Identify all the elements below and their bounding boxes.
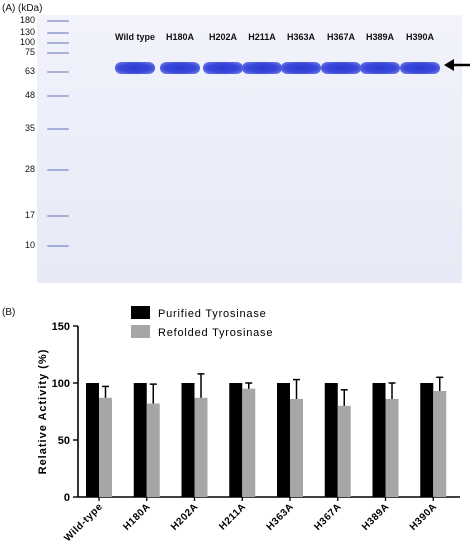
- y-tick-label: 0: [64, 492, 70, 504]
- bar-purified: [324, 383, 338, 497]
- lane-label: H389A: [365, 32, 395, 42]
- marker-band: [47, 95, 69, 97]
- lane-label: Wild type: [115, 32, 155, 42]
- bar-purified: [277, 383, 290, 497]
- kda-unit-label: (kDa): [18, 3, 43, 14]
- marker-band: [47, 169, 69, 171]
- bar-purified: [133, 383, 147, 497]
- marker-label-10: 10: [24, 240, 35, 250]
- x-tick-label: Wild-type: [62, 501, 105, 544]
- x-tick-label: H389A: [360, 501, 392, 533]
- panel-b-label: (B): [2, 307, 16, 318]
- protein-band: [400, 62, 440, 74]
- bar-refolded: [146, 403, 160, 497]
- marker-band: [47, 20, 69, 22]
- gel-image: Wild type H180A H202A H211A H363A H367A H389A H…: [37, 15, 462, 283]
- marker-band: [47, 71, 69, 73]
- bar-refolded: [385, 398, 399, 497]
- marker-band: [47, 52, 69, 54]
- x-tick-label: H211A: [217, 501, 248, 532]
- lane-label: H390A: [405, 32, 435, 42]
- marker-band: [47, 128, 69, 130]
- marker-label-17: 17: [24, 210, 35, 220]
- bar-refolded: [242, 388, 256, 497]
- arrow-left-icon: [444, 59, 470, 71]
- bar-purified: [86, 383, 99, 497]
- y-tick-label: 150: [52, 321, 70, 333]
- marker-label-130: 130: [19, 27, 35, 37]
- bar-purified: [181, 383, 195, 497]
- y-axis-label: Relative Activity (%): [37, 349, 49, 475]
- lane-label: H211A: [248, 32, 276, 42]
- marker-label-48: 48: [24, 90, 35, 100]
- marker-band: [47, 215, 69, 217]
- marker-band: [47, 42, 69, 44]
- protein-band: [281, 62, 321, 74]
- protein-band: [360, 62, 400, 74]
- x-tick-label: H180A: [121, 501, 153, 533]
- bar-refolded: [290, 398, 303, 497]
- x-tick-label: H367A: [312, 501, 344, 533]
- marker-label-28: 28: [24, 164, 35, 174]
- bar-refolded: [433, 390, 447, 497]
- protein-band: [203, 62, 243, 74]
- lane-label: H180A: [165, 32, 195, 42]
- marker-label-35: 35: [24, 123, 35, 133]
- bar-refolded: [99, 397, 112, 497]
- marker-label-63: 63: [24, 66, 35, 76]
- y-tick-label: 100: [52, 378, 70, 390]
- legend-label: Refolded Tyrosinase: [158, 327, 273, 339]
- bar-purified: [420, 383, 434, 497]
- protein-band: [321, 62, 361, 74]
- protein-band: [160, 62, 200, 74]
- legend-label: Purified Tyrosinase: [158, 308, 267, 320]
- legend-swatch: [131, 325, 150, 338]
- bar-refolded: [337, 405, 351, 497]
- protein-band: [115, 62, 155, 74]
- lane-label: H202A: [208, 32, 238, 42]
- marker-label-180: 180: [19, 15, 35, 25]
- marker-band: [47, 245, 69, 247]
- bar-purified: [372, 383, 386, 497]
- lane-label: H367A: [326, 32, 356, 42]
- panel-a-label: (A): [2, 3, 16, 14]
- legend-swatch: [131, 306, 150, 319]
- marker-band: [47, 32, 69, 34]
- relative-activity-chart: 0 50 100 150 Relative Activity (%) Wild-type H…: [37, 306, 460, 544]
- x-tick-label: H363A: [265, 501, 297, 533]
- bar-purified: [229, 383, 243, 497]
- x-tick-label: H390A: [408, 501, 440, 533]
- marker-label-75: 75: [24, 47, 35, 57]
- marker-label-100: 100: [19, 37, 35, 47]
- x-tick-label: H202A: [169, 501, 201, 533]
- protein-band: [242, 62, 282, 74]
- y-tick-label: 50: [58, 435, 70, 447]
- lane-label: H363A: [286, 32, 316, 42]
- bar-refolded: [194, 397, 208, 497]
